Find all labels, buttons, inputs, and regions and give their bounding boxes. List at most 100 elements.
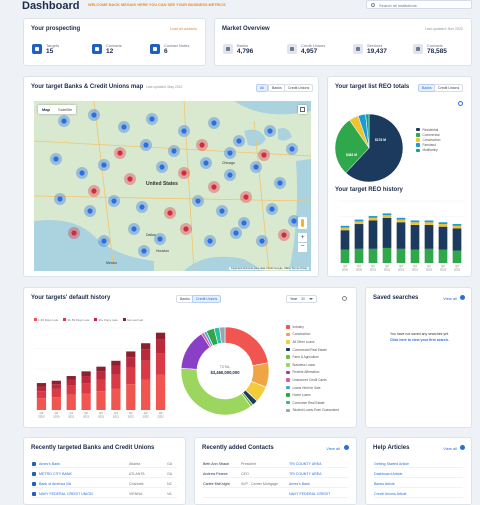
bank-icon bbox=[32, 481, 36, 486]
default-filter-credit-unions[interactable]: Credit Unions bbox=[192, 295, 222, 303]
legend-item: Commercial Real Estate bbox=[286, 346, 339, 354]
map-marker bbox=[117, 150, 123, 156]
default-history-chart: Q32020Q42020Q12021Q22021Q32021Q42021Q120… bbox=[34, 327, 168, 419]
legend-swatch bbox=[416, 133, 420, 137]
map-filter-all[interactable]: All bbox=[256, 84, 268, 92]
welcome-banner: WELCOME BACK MEGAN! HERE YOU CAN SEE YOU… bbox=[88, 3, 226, 7]
load-contacts-link[interactable]: Load all contacts bbox=[170, 27, 197, 31]
bank-icon bbox=[223, 44, 233, 54]
fullscreen-icon bbox=[300, 107, 305, 112]
stat-services[interactable]: Services 19,437 bbox=[353, 43, 387, 55]
search-icon bbox=[371, 3, 375, 7]
help-link[interactable]: Banks Article bbox=[374, 480, 463, 488]
x-tick-label: Q1 bbox=[69, 411, 73, 415]
info-icon[interactable] bbox=[458, 101, 463, 106]
bar bbox=[81, 383, 91, 394]
stat-market-contacts[interactable]: Contacts 78,585 bbox=[413, 43, 447, 55]
stat-contacts[interactable]: Contacts 12 bbox=[92, 43, 122, 55]
recent-contacts-view-all[interactable]: View all bbox=[326, 446, 340, 451]
reo-toggle-credit-unions[interactable]: Credit Unions bbox=[434, 84, 464, 92]
help-link[interactable]: Credit Unions Article bbox=[374, 490, 463, 498]
map-marker bbox=[139, 204, 145, 210]
map-view[interactable]: Map Satellite United States Dallas Houst… bbox=[34, 101, 311, 271]
arrow-right-icon[interactable] bbox=[344, 445, 349, 450]
help-link[interactable]: Getting Started Article bbox=[374, 460, 463, 468]
legend-item: Farmland bbox=[416, 143, 440, 148]
x-tick-label: 2021 bbox=[98, 415, 105, 419]
arrow-right-icon[interactable] bbox=[460, 295, 465, 300]
map-city-chicago: Chicago bbox=[222, 161, 235, 165]
stat-credit-unions[interactable]: Credit Unions 4,957 bbox=[287, 43, 325, 55]
x-tick-label: 2022 bbox=[440, 268, 447, 272]
search-box[interactable] bbox=[366, 0, 472, 9]
contacts-icon bbox=[92, 44, 102, 54]
period-value: 30 bbox=[301, 297, 305, 301]
map-type-map[interactable]: Map bbox=[42, 107, 50, 112]
help-link[interactable]: Dashboard Article bbox=[374, 470, 463, 478]
bar bbox=[368, 217, 378, 221]
bar bbox=[96, 379, 106, 392]
legend-label: Loans Held for Sale bbox=[292, 385, 321, 390]
bar bbox=[396, 248, 406, 263]
pegman-icon bbox=[301, 219, 304, 227]
legend-item: Non-accrual bbox=[122, 318, 143, 322]
bar bbox=[382, 247, 392, 263]
map-type-satellite[interactable]: Satellite bbox=[58, 107, 73, 112]
recent-targets-card: Recently targeted Banks and Credit Union… bbox=[23, 437, 186, 505]
map-marker bbox=[291, 218, 297, 224]
map-marker bbox=[259, 238, 265, 244]
stat-targets[interactable]: Targets 15 bbox=[32, 43, 59, 55]
map-country-label: United States bbox=[146, 181, 178, 187]
bar bbox=[396, 217, 406, 220]
reo-totals-title: Your target list REO totals bbox=[335, 84, 410, 90]
period-select[interactable]: Year 30 bbox=[286, 295, 317, 303]
bar bbox=[382, 217, 392, 248]
map-filter-credit-unions[interactable]: Credit Unions bbox=[284, 84, 314, 92]
help-view-all[interactable]: View all bbox=[443, 446, 457, 451]
map-marker bbox=[101, 162, 107, 168]
legend-item: Home Loans bbox=[286, 391, 339, 399]
stat-banks[interactable]: Banks 4,796 bbox=[223, 43, 253, 55]
search-input[interactable] bbox=[379, 2, 469, 8]
table-row[interactable]: Carlee McKnight AVP - Center Mortgage Ames… bbox=[203, 480, 348, 488]
info-icon[interactable] bbox=[342, 296, 347, 301]
market-overview-card: Market Overview Last updated: Nov 2022 B… bbox=[214, 18, 472, 66]
pegman-button[interactable] bbox=[298, 217, 307, 229]
arrow-right-icon[interactable] bbox=[460, 445, 465, 450]
bar bbox=[81, 371, 91, 377]
map-marker bbox=[91, 112, 97, 118]
table-row[interactable]: METRO CITY BANK ATLANTA GA bbox=[32, 470, 177, 478]
bar bbox=[81, 376, 91, 384]
saved-searches-view-all[interactable]: View all bbox=[443, 296, 457, 301]
table-row[interactable]: Bank of America NA Charlotte NC bbox=[32, 480, 177, 488]
bar bbox=[111, 365, 121, 375]
bar bbox=[111, 374, 121, 389]
map-marker bbox=[159, 164, 165, 170]
legend-item: Industry bbox=[286, 323, 339, 331]
help-articles-card: Help Articles View all Getting Started A… bbox=[365, 437, 472, 505]
table-row[interactable]: Ames's Bank Atlanta GA bbox=[32, 460, 177, 468]
bar bbox=[452, 225, 462, 229]
map-marker bbox=[181, 128, 187, 134]
donut-total-value: $3,460,000,000 bbox=[210, 370, 240, 375]
bar bbox=[452, 228, 462, 251]
default-history-title: Your targets' default history bbox=[31, 295, 111, 301]
table-row[interactable]: NAVY FEDERAL CREDIT UNION VIENNA VA bbox=[32, 490, 177, 498]
stat-contact-notes[interactable]: Contact Notes 6 bbox=[150, 43, 189, 55]
table-row[interactable]: Andrew Pearce CEO TRI COUNTY AREA bbox=[203, 470, 348, 478]
map-marker bbox=[171, 148, 177, 154]
zoom-out-button[interactable]: − bbox=[298, 243, 307, 252]
x-tick-label: 2020 bbox=[38, 415, 45, 419]
x-tick-label: Q3 bbox=[99, 411, 103, 415]
x-tick-label: Q1 bbox=[371, 264, 375, 268]
reo-pie-chart bbox=[334, 113, 404, 183]
map-marker bbox=[236, 138, 242, 144]
saved-searches-cta[interactable]: Click here to view your first search. bbox=[390, 338, 449, 342]
table-row[interactable]: NAVY FEDERAL CREDIT bbox=[203, 490, 348, 498]
map-marker bbox=[207, 238, 213, 244]
zoom-in-button[interactable]: + bbox=[298, 233, 307, 242]
table-row[interactable]: Beth Ann Straub President TRI COUNTY AREA bbox=[203, 460, 348, 468]
map-title: Your target Banks & Credit Unions map bbox=[31, 84, 144, 90]
fullscreen-button[interactable] bbox=[298, 105, 307, 114]
legend-swatch bbox=[63, 318, 67, 321]
